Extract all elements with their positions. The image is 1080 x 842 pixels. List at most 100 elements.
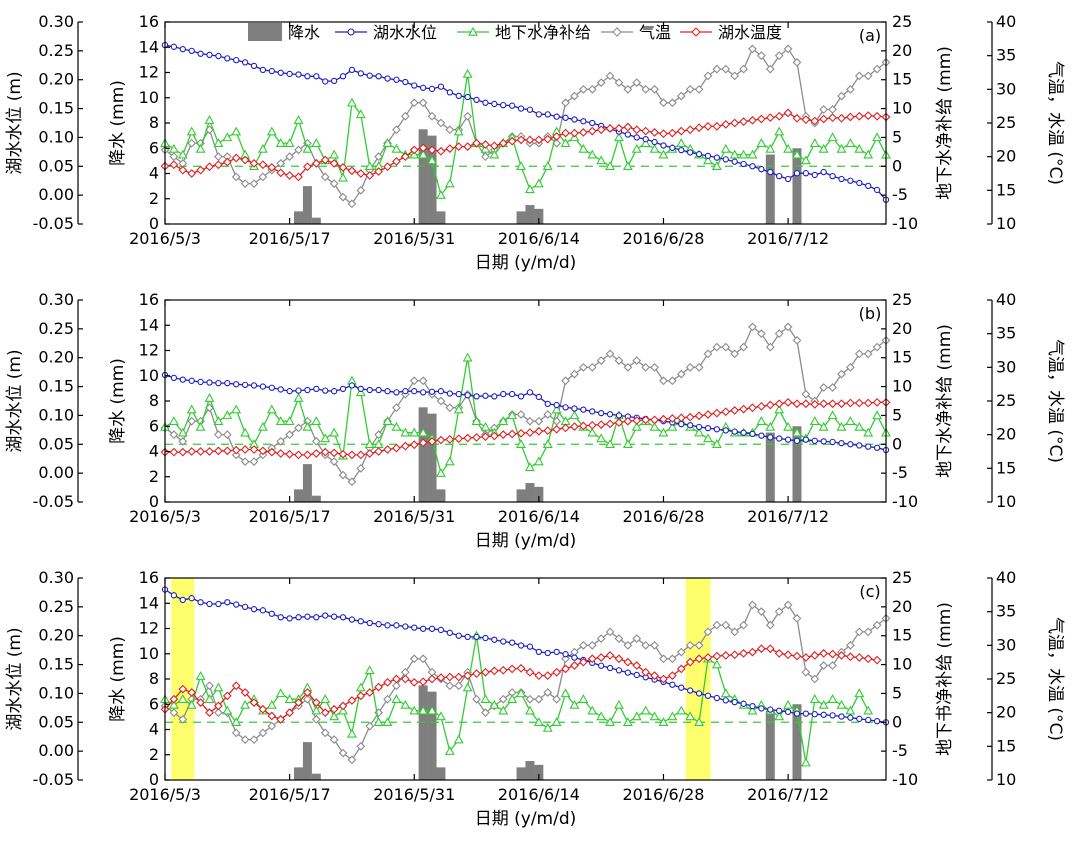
groundwater-point <box>213 682 224 692</box>
lake-level-point <box>402 78 409 86</box>
water-temp-point <box>765 400 775 410</box>
precip-bar <box>765 432 775 502</box>
lake-level-point <box>526 106 534 113</box>
lake-level-point <box>286 388 293 395</box>
water-temp-point <box>205 162 214 172</box>
groundwater-point <box>667 421 678 431</box>
water-temp-point <box>320 708 330 718</box>
air-temp-point <box>570 91 579 101</box>
water-temp-point <box>472 669 481 678</box>
air-temp-point <box>623 640 633 650</box>
lake-level-point <box>820 711 827 718</box>
groundwater-point <box>231 717 242 727</box>
lake-level-point <box>704 424 712 432</box>
air-temp-point <box>294 423 303 433</box>
level-tick-label: 0.05 <box>38 434 74 453</box>
groundwater-point <box>783 421 794 431</box>
groundwater-point <box>827 694 838 703</box>
lake-level-point <box>402 388 409 395</box>
groundwater-point <box>400 427 411 437</box>
air-temp-point <box>303 694 312 704</box>
precip-tick-label: 16 <box>139 568 159 587</box>
groundwater-point <box>186 404 197 414</box>
groundwater-point <box>507 694 518 703</box>
lake-level-point <box>197 599 204 606</box>
groundwater-point <box>480 421 491 431</box>
precip-axis-label: 降水 (mm) <box>108 358 128 444</box>
lake-level-point <box>482 392 489 399</box>
water-temp-point <box>267 163 277 172</box>
air-temp-point <box>258 728 268 738</box>
level-tick-label: 0.10 <box>38 127 74 146</box>
level-tick-label: 0.05 <box>38 156 74 175</box>
temp-tick-label: 35 <box>996 46 1016 65</box>
air-temp-point <box>445 681 455 691</box>
air-temp-point <box>543 410 553 419</box>
groundwater-point <box>640 705 651 715</box>
water-temp-point <box>578 657 588 667</box>
groundwater-point <box>516 161 526 171</box>
water-temp-point <box>356 169 366 178</box>
lake-level-point <box>847 177 854 184</box>
panel-3 <box>77 577 993 781</box>
groundwater-point <box>231 126 242 136</box>
air-temp-point <box>285 430 294 440</box>
groundwater-point <box>783 699 794 709</box>
air-temp-point <box>774 329 784 339</box>
lake-level-point <box>544 111 551 118</box>
groundwater-point <box>720 143 731 153</box>
air-temp-point <box>214 708 223 718</box>
lake-level-point <box>170 374 178 382</box>
precip-bar <box>516 767 526 780</box>
water-temp-point <box>872 655 882 665</box>
groundwater-point <box>605 439 615 449</box>
lake-level-point <box>250 382 258 389</box>
groundwater-point <box>649 143 660 153</box>
water-temp-point <box>792 399 802 409</box>
lake-level-point <box>224 599 231 606</box>
air-temp-point <box>872 620 882 630</box>
water-temp-point <box>783 397 793 407</box>
precip-tick-label: 8 <box>149 391 159 410</box>
water-temp-point <box>400 152 410 162</box>
level-tick-label: 0.25 <box>38 41 74 60</box>
air-temp-point <box>320 172 330 182</box>
lake-level-point <box>170 592 178 599</box>
lake-level-point <box>437 626 445 634</box>
air-temp-point <box>659 376 668 386</box>
precip-tick-label: 4 <box>149 720 159 739</box>
air-temp-point <box>757 51 766 61</box>
groundwater-point <box>542 722 553 732</box>
air-temp-point <box>338 748 348 758</box>
lake-level-point <box>776 435 783 442</box>
lake-level-point <box>482 99 489 106</box>
precip-tick-label: 14 <box>139 593 159 612</box>
water-temp-point <box>757 644 766 654</box>
lake-level-point <box>179 596 186 604</box>
water-temp-point <box>872 111 882 121</box>
groundwater-point <box>222 132 233 142</box>
water-temp-point <box>240 445 250 454</box>
gw-tick-label: 10 <box>892 99 912 118</box>
air-temp-point <box>258 172 268 182</box>
water-temp-point <box>214 446 223 456</box>
x-tick-label: 2016/6/14 <box>498 785 580 804</box>
lake-level-point <box>793 170 801 177</box>
groundwater-point <box>863 705 874 715</box>
water-temp-point <box>187 447 197 456</box>
air-temp-point <box>187 416 197 426</box>
groundwater-point <box>418 705 429 715</box>
lake-level-point <box>767 706 774 713</box>
lake-level-point <box>865 182 872 190</box>
water-temp-point <box>641 126 651 136</box>
lake-level-point <box>767 434 774 441</box>
water-temp-point <box>187 688 197 697</box>
lake-level-point <box>535 393 543 401</box>
air-temp-point <box>748 44 757 54</box>
groundwater-point <box>533 178 544 188</box>
water-temp-point <box>685 125 695 135</box>
precip-bar <box>516 211 526 224</box>
water-temp-point <box>712 408 722 418</box>
water-temp-point <box>498 665 508 675</box>
groundwater-point <box>240 427 251 437</box>
